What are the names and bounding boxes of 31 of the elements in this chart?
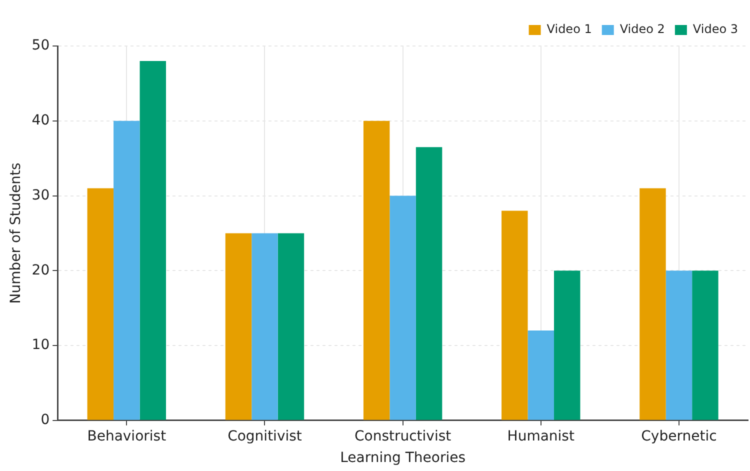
legend-label: Video 2 [620,22,665,36]
x-tick-label: Cybernetic [641,428,717,444]
bar [114,120,140,420]
legend-label: Video 3 [692,22,738,36]
x-tick-label: Behaviorist [87,428,167,444]
y-tick-label: 10 [32,337,50,354]
bar [225,233,252,420]
x-tick-label: Humanist [507,428,575,444]
bar [528,330,554,420]
y-tick-label: 0 [40,412,50,428]
x-tick-label: Cognitivist [228,428,302,444]
y-tick-label: 40 [32,112,50,129]
bar [416,147,442,420]
bar [363,120,390,420]
bar [640,188,666,420]
bar [502,210,528,420]
bar [692,270,718,420]
bar [87,188,114,420]
legend-label: Video 1 [546,22,592,36]
x-tick-label: Constructivist [354,428,452,444]
bar [390,196,416,420]
bar [554,270,580,420]
bar [140,60,166,420]
y-tick-label: 30 [32,187,50,204]
y-axis-title: Number of Students [8,162,24,304]
y-tick-label: 50 [32,38,50,54]
bar [666,270,692,420]
x-axis-title: Learning Theories [340,450,466,466]
y-tick-label: 20 [32,262,50,278]
bar [278,233,304,420]
bar [252,233,278,420]
